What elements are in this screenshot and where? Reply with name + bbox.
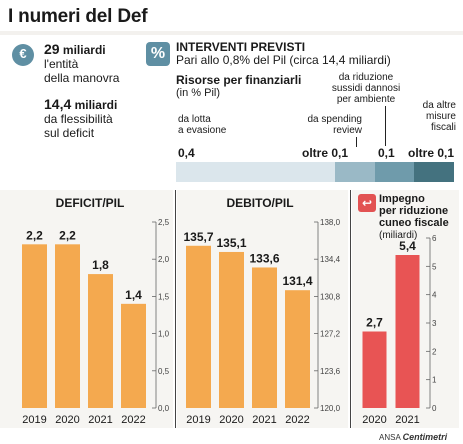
category-label-0-3: 2022 (121, 414, 145, 426)
category-label-0-0: 2019 (22, 414, 46, 426)
segment-spending-label: da spending review (307, 114, 363, 136)
manovra-line2: della manovra (44, 71, 120, 85)
bar-value-label-2-1: 5,4 (399, 239, 416, 253)
y-tick-label-2-4: 4 (432, 291, 437, 300)
wallet-icon: ↩ (358, 194, 376, 212)
category-label-0-1: 2020 (55, 414, 79, 426)
segment-sussidi-value: 0,1 (378, 146, 395, 160)
y-tick-label-2-1: 1 (432, 376, 437, 385)
stack-segment-1 (334, 162, 375, 182)
panel-divider-2 (350, 190, 351, 428)
segment-sussidi-label: da riduzione sussidi dannosi per ambiente (331, 72, 401, 105)
deficit-title: DEFICIT/PIL (55, 196, 125, 210)
segment-spending-leader (356, 137, 357, 147)
segment-sussidi-leader (385, 106, 386, 146)
segment-altre-value: oltre 0,1 (408, 146, 455, 160)
y-tick-label-2-6: 6 (432, 234, 437, 243)
y-tick-label-1-5: 138,0 (320, 218, 341, 227)
stack-segment-3 (414, 162, 454, 182)
money-bag-icon (12, 44, 34, 66)
category-label-1-3: 2022 (285, 414, 309, 426)
manovra-line1: l'entità (44, 57, 79, 71)
flessibilita-line2: sul deficit (44, 126, 95, 140)
category-label-2-0: 2020 (362, 414, 386, 426)
category-label-1-2: 2021 (252, 414, 276, 426)
risorse-subtitle: (in % Pil) (176, 87, 221, 99)
risorse-stacked-bar (176, 162, 454, 182)
flessibilita-info: 14,4 miliardi da flessibilità sul defici… (44, 97, 117, 140)
bar-2-0 (362, 331, 387, 408)
y-tick-label-2-3: 3 (432, 319, 437, 328)
category-label-1-1: 2020 (219, 414, 243, 426)
y-tick-label-0-1: 0,5 (158, 367, 170, 376)
bar-value-label-2-0: 2,7 (366, 316, 383, 330)
bar-0-0 (22, 244, 47, 408)
bar-1-0 (186, 245, 211, 408)
risorse-title: Risorse per finanziarli (176, 73, 302, 87)
debito-title: DEBITO/PIL (226, 196, 294, 210)
manovra-value: 29 (44, 41, 60, 57)
bar-0-1 (55, 244, 80, 408)
y-tick-label-1-2: 127,2 (320, 330, 341, 339)
impegno-title: Impegno per riduzione cuneo fiscale (379, 193, 449, 229)
impegno-subtitle: (miliardi) (379, 230, 418, 241)
flessibilita-line1: da flessibilità (44, 112, 113, 126)
y-tick-label-0-0: 0,0 (158, 404, 170, 413)
y-tick-label-2-0: 0 (432, 404, 437, 413)
manovra-info: 29 miliardi l'entità della manovra (44, 42, 119, 85)
bar-1-3 (285, 290, 310, 408)
category-label-0-2: 2021 (88, 414, 112, 426)
title-divider (0, 31, 463, 35)
bar-value-label-1-0: 135,7 (183, 230, 213, 244)
y-tick-label-0-4: 2,0 (158, 255, 170, 264)
bar-0-3 (121, 303, 146, 408)
bar-value-label-1-2: 133,6 (249, 251, 279, 265)
bar-1-2 (252, 267, 277, 408)
bar-value-label-0-0: 2,2 (26, 228, 43, 242)
y-tick-label-1-0: 120,0 (320, 404, 341, 413)
stack-segment-0 (176, 162, 335, 182)
y-tick-label-2-2: 2 (432, 347, 437, 356)
flessibilita-unit: miliardi (74, 98, 118, 112)
manovra-unit: miliardi (62, 43, 106, 57)
bar-value-label-1-3: 131,4 (282, 274, 312, 288)
bar-value-label-0-1: 2,2 (59, 228, 76, 242)
y-tick-label-1-1: 123,6 (320, 367, 341, 376)
category-label-1-0: 2019 (186, 414, 210, 426)
y-tick-label-0-2: 1,0 (158, 330, 170, 339)
segment-evasione-value: 0,4 (178, 146, 195, 160)
y-tick-label-1-3: 130,8 (320, 292, 341, 301)
segment-altre-label: da altre misure fiscali (422, 100, 456, 133)
y-tick-label-0-5: 2,5 (158, 218, 170, 227)
bar-value-label-0-2: 1,8 (92, 258, 109, 272)
segment-spending-value: oltre 0,1 (302, 146, 349, 160)
y-tick-label-1-4: 134,4 (320, 255, 341, 264)
stack-segment-2 (374, 162, 415, 182)
bar-value-label-1-1: 135,1 (216, 236, 246, 250)
flessibilita-value: 14,4 (44, 96, 72, 112)
interventi-subtitle: Pari allo 0,8% del Pil (circa 14,4 milia… (176, 53, 391, 67)
bar-1-1 (219, 251, 244, 408)
category-label-2-1: 2021 (395, 414, 419, 426)
source-credit: ANSA Centimetri (379, 432, 448, 442)
segment-evasione-label: da lotta a evasione (178, 114, 227, 136)
panel-divider-1 (175, 190, 176, 428)
bar-value-label-0-3: 1,4 (125, 288, 142, 302)
y-tick-label-2-5: 5 (432, 262, 437, 271)
bar-0-2 (88, 274, 113, 408)
percent-icon: % (146, 42, 170, 66)
interventi-title: INTERVENTI PREVISTI (176, 40, 306, 54)
y-tick-label-0-3: 1,5 (158, 292, 170, 301)
bar-2-1 (395, 255, 420, 408)
page-title: I numeri del Def (8, 6, 148, 27)
